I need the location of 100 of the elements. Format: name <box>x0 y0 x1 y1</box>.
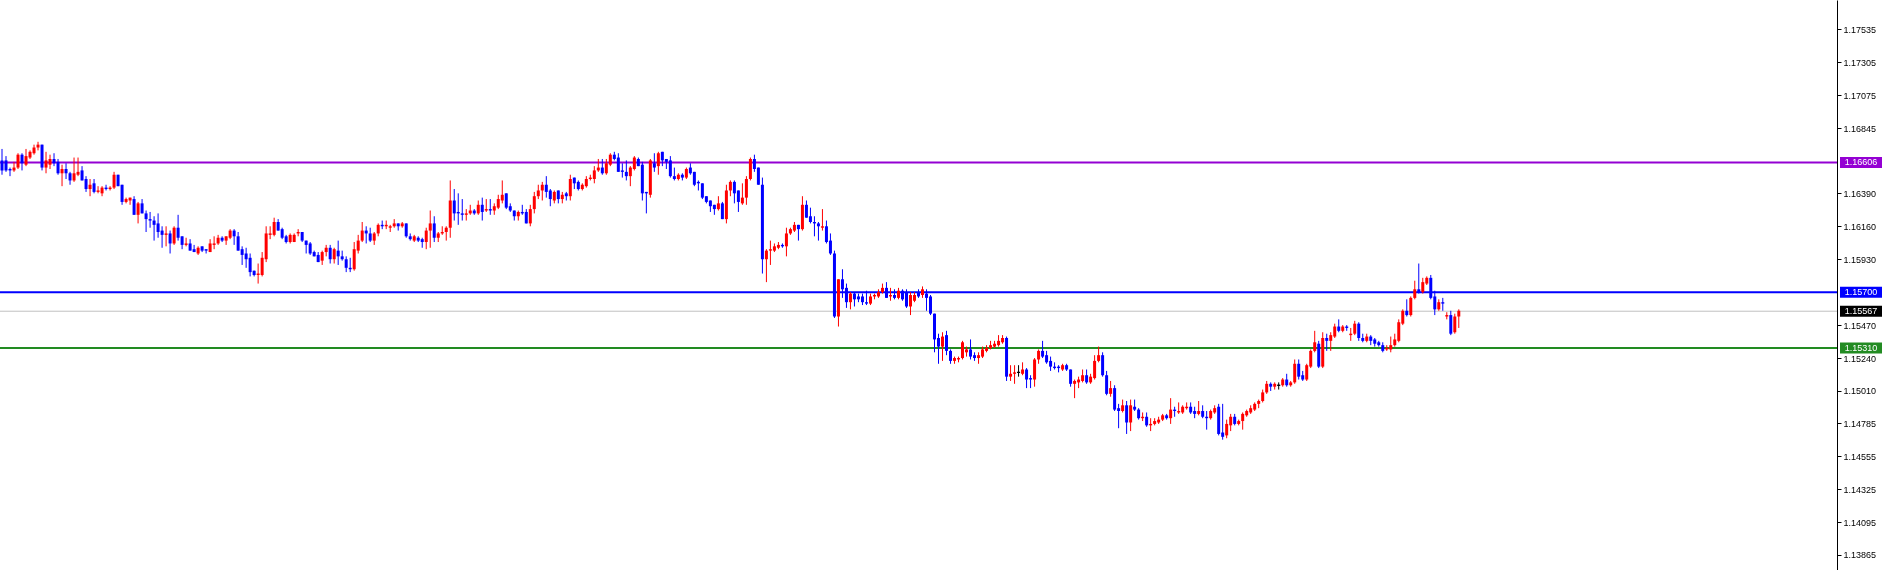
ref-line-label: 1.16606 <box>1844 157 1878 168</box>
y-tick-label: 1.15470 <box>1843 320 1877 331</box>
y-tick-label: 1.14095 <box>1843 517 1877 528</box>
candlestick <box>152 215 156 242</box>
candlestick <box>656 151 660 176</box>
candlestick <box>568 174 572 201</box>
candlestick <box>424 227 428 250</box>
candlestick <box>732 179 736 204</box>
candlestick <box>820 208 824 232</box>
candlestick <box>460 198 464 222</box>
candlestick <box>1125 400 1129 435</box>
candlestick <box>1449 310 1453 336</box>
candlestick <box>500 179 504 204</box>
candlestick <box>1169 397 1173 425</box>
candlestick <box>40 144 44 171</box>
y-tick-label: 1.16390 <box>1843 188 1877 199</box>
candlestick <box>128 197 132 206</box>
candlestick <box>1101 351 1105 378</box>
candlestick <box>1317 340 1321 369</box>
candlestick <box>969 338 973 360</box>
ref-line-label: 1.15567 <box>1844 306 1878 317</box>
candlestick <box>1225 419 1229 439</box>
candlestick <box>48 154 52 170</box>
candlestick <box>784 227 788 257</box>
candlestick <box>480 197 484 222</box>
candlestick <box>532 191 536 214</box>
candlestick <box>184 237 188 247</box>
candlestick <box>1221 403 1225 441</box>
candlestick <box>1073 379 1077 399</box>
candlestick <box>88 178 92 197</box>
candlestick <box>748 157 752 181</box>
y-tick-label: 1.17075 <box>1843 90 1877 101</box>
candlestick <box>1013 364 1017 385</box>
candlestick <box>744 175 748 206</box>
ref-line-label: 1.15700 <box>1844 287 1878 298</box>
candlestick <box>945 330 949 356</box>
candlestick <box>36 141 40 151</box>
y-tick-label: 1.14785 <box>1843 418 1877 429</box>
candlestick <box>192 244 196 253</box>
candlestick <box>76 157 80 177</box>
candlestick <box>204 248 208 254</box>
candlestick <box>160 225 164 249</box>
candlestick <box>1293 358 1297 385</box>
y-tick-label: 1.14555 <box>1843 451 1877 462</box>
candlestick <box>360 221 364 243</box>
candlestick <box>1025 367 1029 389</box>
candlestick <box>432 215 436 243</box>
candlestick <box>1313 330 1317 353</box>
y-tick-label: 1.16845 <box>1843 123 1877 134</box>
candlestick <box>1357 321 1361 342</box>
candlestick <box>172 225 176 246</box>
candlestick <box>96 185 100 194</box>
candlestick <box>816 221 820 242</box>
y-tick-label: 1.15240 <box>1843 353 1877 364</box>
candlestick <box>0 148 4 176</box>
y-tick-label: 1.14325 <box>1843 484 1877 495</box>
candlestick <box>1129 399 1133 432</box>
candlestick <box>1329 331 1333 352</box>
candlestick <box>212 235 216 250</box>
candlestick <box>929 294 933 316</box>
candlestick <box>136 201 140 224</box>
candlestick <box>1093 354 1097 381</box>
candlestick <box>1105 370 1109 396</box>
candlestick <box>764 248 768 283</box>
candlestick <box>1113 384 1117 412</box>
candlestick <box>528 204 532 227</box>
candlestick <box>328 244 332 265</box>
candlestick <box>1453 313 1457 335</box>
candlestick <box>909 291 912 316</box>
candlestick <box>60 164 64 187</box>
candlestick <box>428 210 432 249</box>
candlestick <box>164 225 168 247</box>
candlestick <box>68 171 72 186</box>
candlestick <box>72 157 76 183</box>
candlestick <box>44 151 48 174</box>
candlestick <box>1413 280 1417 300</box>
candlestick <box>624 159 628 181</box>
candlestick <box>544 175 548 199</box>
candlestick <box>20 152 24 171</box>
y-tick-label: 1.13865 <box>1843 550 1877 561</box>
candlestick <box>132 195 136 216</box>
candlestick <box>352 241 356 272</box>
candlestick <box>272 217 276 237</box>
candlestick <box>248 252 252 277</box>
candlestick <box>1297 358 1301 381</box>
candlestick <box>24 148 28 167</box>
candlestick <box>941 331 945 362</box>
candlestick <box>668 155 672 179</box>
candlestick <box>620 162 624 179</box>
candlestick <box>616 152 620 173</box>
candlestick <box>652 152 656 173</box>
candlestick <box>768 240 772 266</box>
candlestick <box>452 188 456 222</box>
candlestick <box>464 208 468 222</box>
y-tick-label: 1.17305 <box>1843 57 1877 68</box>
candlestick <box>1457 308 1461 329</box>
candlestick <box>1409 295 1413 318</box>
candlestick <box>1033 357 1037 388</box>
y-tick-label: 1.17535 <box>1843 24 1877 35</box>
candlestick <box>961 340 965 360</box>
